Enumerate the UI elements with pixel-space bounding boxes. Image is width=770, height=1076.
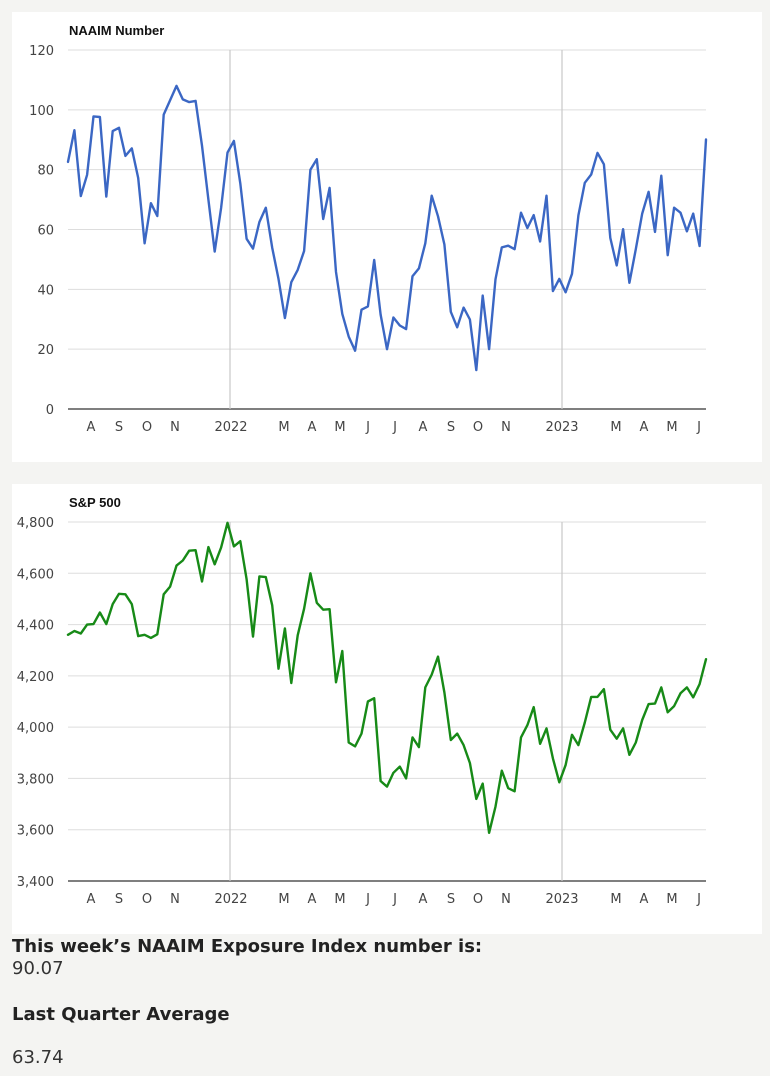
x-tick-label: J xyxy=(696,420,701,435)
x-tick-label: O xyxy=(142,892,152,907)
x-tick-label: O xyxy=(142,420,152,435)
chart-title: NAAIM Number xyxy=(69,23,164,38)
x-tick-label: N xyxy=(170,892,180,907)
naaim-chart: NAAIM Number 0 20 40 60 80 100 120 A S O N 2022 M A M J J… xyxy=(29,23,708,435)
x-tick-label: J xyxy=(365,892,370,907)
x-tick-label: A xyxy=(87,892,96,907)
x-tick-label: S xyxy=(115,420,123,435)
x-tick-label: A xyxy=(419,892,428,907)
x-tick-label: J xyxy=(365,420,370,435)
x-tick-label: M xyxy=(610,420,621,435)
x-tick-label: A xyxy=(308,892,317,907)
sp500-chart-card: S&P 500 3,400 3,600 3,800 4,000 4,200 4,400 4,6… xyxy=(12,484,762,934)
x-tick-label: S xyxy=(447,892,455,907)
x-tick-label: N xyxy=(170,420,180,435)
y-tick-label: 100 xyxy=(29,104,54,119)
x-tick-label: M xyxy=(334,420,345,435)
y-tick-label: 40 xyxy=(37,283,54,298)
x-tick-label: A xyxy=(640,892,649,907)
series-line xyxy=(66,521,708,834)
x-tick-label: 2022 xyxy=(214,892,247,907)
x-tick-label: J xyxy=(696,892,701,907)
weekly-stat: This week’s NAAIM Exposure Index number … xyxy=(12,936,752,980)
y-tick-label: 20 xyxy=(37,343,54,358)
quarter-stat-value: 63.74 xyxy=(12,1047,64,1068)
y-tick-label: 60 xyxy=(37,224,54,239)
x-tick-label: M xyxy=(666,420,677,435)
x-tick-label: M xyxy=(334,892,345,907)
x-tick-label: A xyxy=(640,420,649,435)
y-tick-label: 0 xyxy=(46,403,54,418)
quarter-stat-label: Last Quarter Average xyxy=(12,1004,230,1025)
x-tick-label: A xyxy=(308,420,317,435)
y-tick-label: 80 xyxy=(37,164,54,179)
sp500-chart: S&P 500 3,400 3,600 3,800 4,000 4,200 4,400 4,6… xyxy=(17,495,708,907)
x-tick-label: S xyxy=(115,892,123,907)
x-tick-label: M xyxy=(278,892,289,907)
x-tick-label: 2023 xyxy=(545,420,578,435)
y-tick-label: 120 xyxy=(29,44,54,59)
x-tick-label: M xyxy=(278,420,289,435)
x-tick-label: N xyxy=(501,892,511,907)
y-tick-label: 3,400 xyxy=(17,875,54,890)
x-tick-label: O xyxy=(473,892,483,907)
x-tick-label: 2023 xyxy=(545,892,578,907)
quarter-stat-value-block: 63.74 xyxy=(12,1047,752,1069)
y-tick-label: 3,800 xyxy=(17,772,54,787)
y-tick-label: 4,800 xyxy=(17,516,54,531)
chart-title: S&P 500 xyxy=(69,495,121,510)
y-tick-label: 4,400 xyxy=(17,619,54,634)
quarter-stat-label-block: Last Quarter Average xyxy=(12,1004,752,1026)
x-tick-label: A xyxy=(419,420,428,435)
y-tick-label: 4,200 xyxy=(17,670,54,685)
x-tick-label: J xyxy=(392,892,397,907)
naaim-chart-card: NAAIM Number 0 20 40 60 80 100 120 A S O N 2022 M A M J J… xyxy=(12,12,762,462)
x-tick-label: J xyxy=(392,420,397,435)
y-tick-label: 3,600 xyxy=(17,824,54,839)
x-tick-label: S xyxy=(447,420,455,435)
x-tick-label: M xyxy=(610,892,621,907)
x-tick-label: 2022 xyxy=(214,420,247,435)
x-tick-label: O xyxy=(473,420,483,435)
x-tick-label: A xyxy=(87,420,96,435)
series-line xyxy=(66,84,708,372)
y-tick-label: 4,000 xyxy=(17,721,54,736)
weekly-stat-value: 90.07 xyxy=(12,958,64,979)
weekly-stat-label: This week’s NAAIM Exposure Index number … xyxy=(12,936,483,957)
x-tick-label: M xyxy=(666,892,677,907)
y-tick-label: 4,600 xyxy=(17,567,54,582)
x-tick-label: N xyxy=(501,420,511,435)
